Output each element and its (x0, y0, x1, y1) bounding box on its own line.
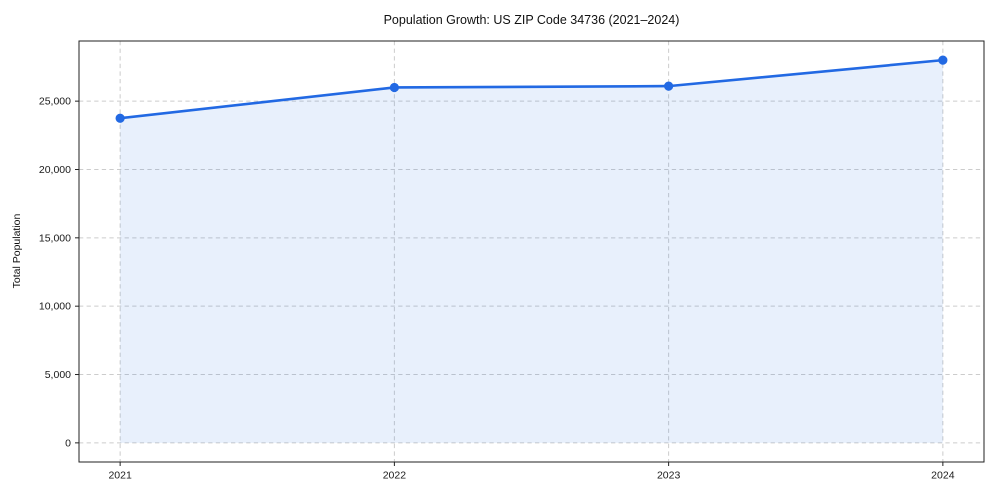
chart-title: Population Growth: US ZIP Code 34736 (20… (383, 13, 680, 27)
y-tick-label: 0 (65, 437, 71, 449)
x-tick-label: 2024 (931, 470, 955, 482)
y-tick-label: 10,000 (39, 301, 71, 313)
axis-tick-labels: 0 5,000 10,000 15,000 20,000 25,000 2021 2022 20… (39, 96, 955, 482)
y-tick-label: 15,000 (39, 232, 71, 244)
x-tick-label: 2021 (108, 470, 132, 482)
area-fill (120, 60, 943, 443)
y-axis-label: Total Population (11, 213, 23, 289)
axis-ticks (75, 100, 944, 466)
y-tick-label: 5,000 (45, 369, 71, 381)
data-line (118, 58, 945, 120)
grid-lines (79, 41, 984, 462)
data-point-2024 (938, 55, 948, 65)
x-tick-label: 2023 (657, 470, 681, 482)
y-tick-label: 20,000 (39, 164, 71, 176)
x-tick-label: 2022 (383, 470, 407, 482)
plot-border (78, 40, 985, 463)
y-tick-label: 25,000 (39, 96, 71, 108)
data-point-2023 (664, 81, 674, 91)
data-point-2022 (389, 82, 399, 93)
data-point-2021 (115, 113, 125, 123)
